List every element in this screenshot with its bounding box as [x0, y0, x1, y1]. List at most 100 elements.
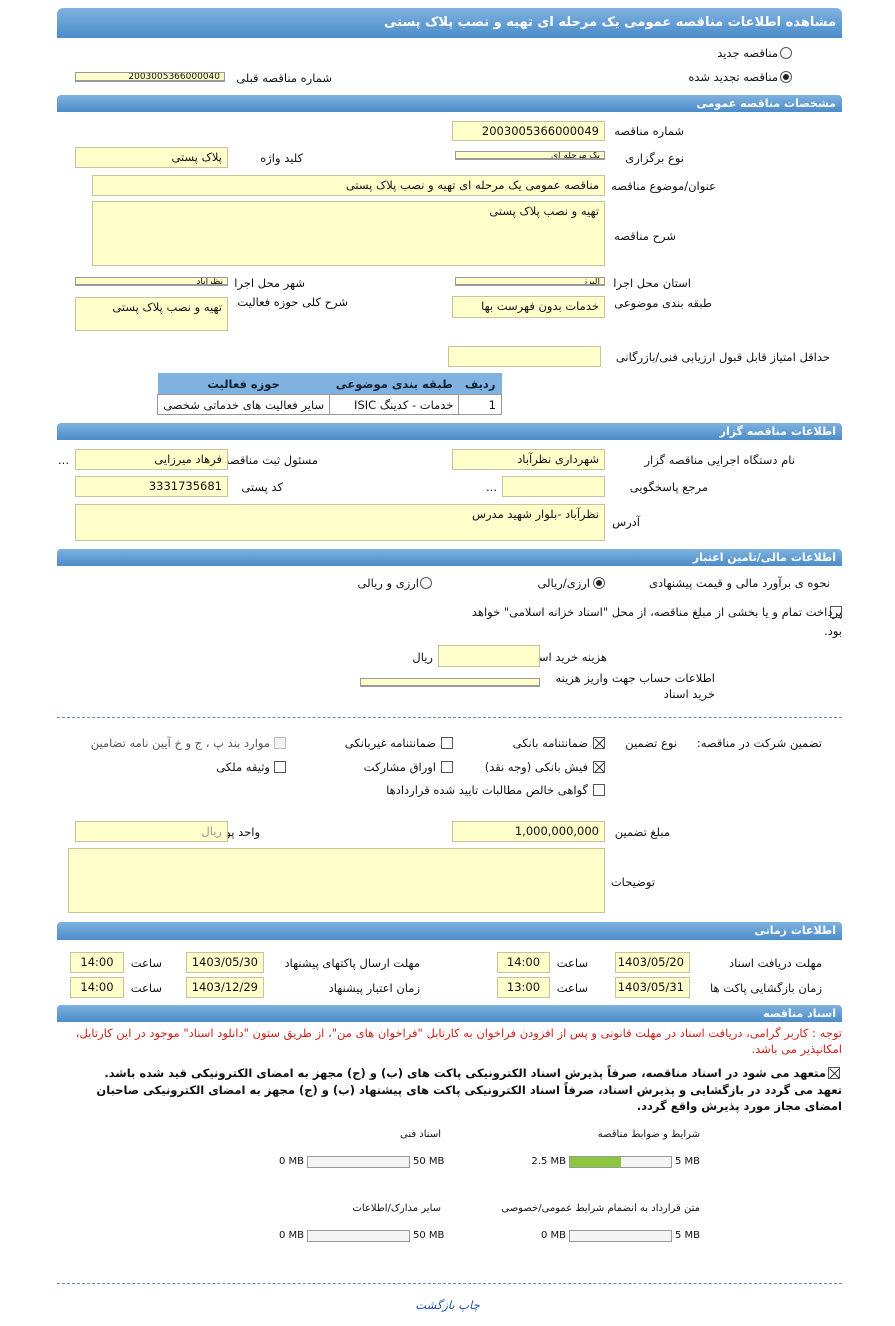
column-header: ردیف: [458, 373, 502, 395]
label: 50 MB: [413, 1156, 445, 1167]
progress-bar: [569, 1156, 672, 1168]
section-header: مشخصات مناقصه عمومی: [57, 95, 842, 112]
label: 0 MB: [278, 1156, 304, 1167]
label: متعهد می شود در اسناد مناقصه، صرفاً پذیر…: [104, 1066, 826, 1080]
label: طبقه بندی موضوعی: [614, 296, 712, 310]
back-link[interactable]: بازگشت: [415, 1298, 455, 1312]
label: اطلاعات حساب جهت واریز هزینه خرید اسناد: [555, 671, 715, 701]
label: ...: [58, 453, 69, 467]
label: زمان بازگشایی پاکت ها: [710, 981, 822, 995]
progress-fill: [570, 1157, 621, 1167]
label: نوع تضمین: [625, 736, 677, 750]
cell: سایر فعالیت های خدماتی شخصی: [156, 394, 331, 415]
column-header: طبقه بندی موضوعی: [329, 373, 459, 395]
label: وثیقه ملکی: [216, 760, 270, 774]
label: 0 MB: [540, 1230, 566, 1241]
table: ردیف طبقه بندی موضوعی حوزه فعالیت 1 خدمات - …: [156, 373, 502, 415]
field: 2003005366000049: [452, 121, 605, 141]
label: نحوه ی برآورد مالی و قیمت پیشنهادی: [648, 576, 830, 590]
field: البرز: [455, 277, 605, 286]
label: شماره مناقصه: [614, 124, 684, 138]
field: 14:00: [70, 952, 124, 973]
label: ...: [486, 480, 497, 494]
checkbox[interactable]: [593, 737, 605, 749]
label: موارد بند پ ، ج و خ آیین نامه تضامین: [90, 736, 270, 750]
radio[interactable]: [780, 47, 792, 59]
label: 50 MB: [413, 1230, 445, 1241]
commitment: تعهد می گردد در بازگشایی و پذیرش اسناد، …: [96, 1083, 842, 1113]
label: استان محل اجرا: [613, 276, 691, 290]
checkbox[interactable]: [593, 761, 605, 773]
field: 14:00: [70, 977, 124, 998]
label: زمان اعتبار پیشنهاد: [328, 981, 420, 995]
checkbox[interactable]: [593, 784, 605, 796]
label: اسناد فنی: [400, 1129, 441, 1140]
label: ارزی/ریالی: [537, 576, 590, 590]
label: متن قرارداد به انضمام شرایط عمومی/خصوصی: [501, 1203, 700, 1214]
radio[interactable]: [593, 577, 605, 589]
notice: توجه : کاربر گرامی، دریافت اسناد در مهلت…: [75, 1026, 842, 1056]
label: فیش بانکی (وجه نقد): [484, 760, 588, 774]
field: پلاک پستی: [75, 147, 228, 168]
radio[interactable]: [420, 577, 432, 589]
cell: خدمات - کدینگ ISIC: [329, 394, 460, 415]
label: نام دستگاه اجرایی مناقصه گزار: [644, 453, 795, 467]
label: مناقصه جدید: [717, 46, 778, 60]
cell: 1: [458, 394, 502, 415]
checkbox[interactable]: [274, 737, 286, 749]
field: نظرآباد -بلوار شهید مدرس: [75, 504, 605, 541]
field: [360, 678, 540, 687]
column-header: حوزه فعالیت: [157, 373, 330, 395]
field: یک مرحله ای: [455, 151, 605, 160]
label: هزینه خرید اسناد: [526, 650, 607, 664]
field: 1403/05/20: [615, 952, 690, 973]
field: شهرداری نظرآباد: [452, 449, 605, 470]
label: مهلت دریافت اسناد: [729, 956, 822, 970]
label: مسئول ثبت مناقصه: [223, 453, 318, 467]
field: ریال: [75, 821, 228, 842]
radio[interactable]: [780, 71, 792, 83]
footer-links: چاپ بازگشت: [0, 1297, 895, 1313]
field: 3331735681: [75, 476, 228, 497]
label: نوع برگزاری: [625, 151, 684, 165]
print-link[interactable]: چاپ: [458, 1298, 480, 1312]
checkbox[interactable]: [830, 606, 842, 618]
field: تهیه و نصب پلاک پستی: [92, 201, 605, 266]
label: ضمانتنامه غیربانکی: [344, 736, 436, 750]
label: ریال: [412, 650, 433, 664]
checkbox[interactable]: [274, 761, 286, 773]
field: 1,000,000,000: [452, 821, 605, 842]
label: سایر مدارک/اطلاعات: [352, 1203, 441, 1214]
checkbox[interactable]: [828, 1067, 840, 1079]
label: ساعت: [556, 981, 588, 995]
label: کلید واژه: [260, 151, 303, 165]
data-table: ردیف طبقه بندی موضوعی حوزه فعالیت 1 خدمات - …: [156, 373, 502, 415]
checkbox[interactable]: [441, 737, 453, 749]
field: 1403/05/31: [615, 977, 690, 998]
field: خدمات بدون فهرست بها: [452, 296, 605, 318]
label: شرح کلی حوزه فعالیت: [237, 295, 348, 309]
label: حداقل امتیاز قابل قبول ارزیابی فنی/بازرگ…: [615, 350, 830, 364]
divider: [57, 1283, 842, 1284]
label: ساعت: [130, 956, 162, 970]
field: [448, 346, 601, 367]
label: کد پستی: [241, 480, 283, 494]
field: نظرآباد: [75, 277, 228, 286]
field: 2003005366000040: [75, 72, 225, 82]
label: تضمین شرکت در مناقصه:: [696, 736, 822, 750]
checkbox[interactable]: [441, 761, 453, 773]
label: شرح مناقصه: [614, 229, 676, 243]
section-header: اطلاعات مالی/تامین اعتبار: [57, 549, 842, 566]
page-title: مشاهده اطلاعات مناقصه عمومی یک مرحله ای …: [57, 8, 842, 38]
field: 1403/05/30: [186, 952, 264, 973]
label: ارزی و ریالی: [357, 576, 419, 590]
field: [502, 476, 605, 497]
label: شماره مناقصه قبلی: [236, 71, 332, 85]
label: شهر محل اجرا: [234, 276, 305, 290]
label: 5 MB: [675, 1156, 701, 1167]
progress-bar: [307, 1230, 410, 1242]
label: آدرس: [612, 515, 640, 529]
field: 1403/12/29: [186, 977, 264, 998]
label: ضمانتنامه بانکی: [512, 736, 588, 750]
